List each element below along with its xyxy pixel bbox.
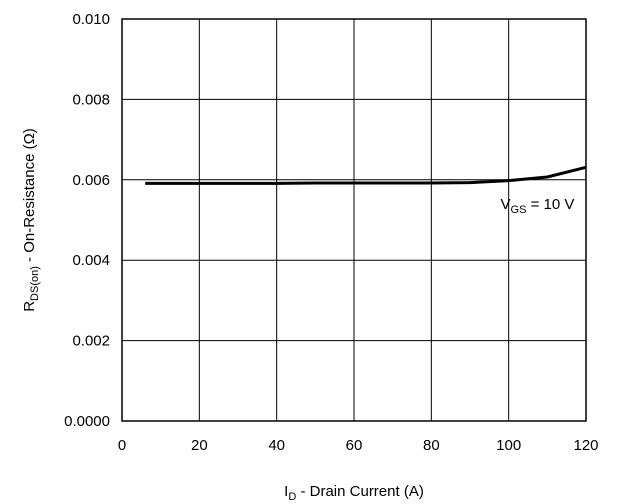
x-tick-label: 80	[423, 437, 440, 454]
series-line	[145, 165, 587, 185]
y-tick-label: 0.008	[72, 91, 110, 108]
x-tick-label: 120	[573, 437, 598, 454]
y-axis-title: RDS(on) - On-Resistance (Ω)	[21, 128, 41, 312]
plot-frame	[121, 18, 587, 422]
y-tick-label: 0.006	[72, 172, 110, 189]
y-axis-title-subscript: DS(on)	[29, 266, 41, 301]
x-axis-title-rest: - Drain Current (A)	[296, 483, 424, 500]
vgs-annotation: VGS = 10 V	[501, 196, 575, 216]
y-tick-label: 0.010	[72, 11, 110, 28]
y-tick-labels: 0.0000 0.002 0.004 0.006 0.008 0.010	[64, 11, 110, 430]
x-axis-title-main: I	[284, 483, 288, 500]
y-axis-title-main: R	[21, 301, 38, 312]
series-layer	[145, 165, 587, 185]
x-tick-labels: 0 20 40 60 80 100 120	[118, 437, 599, 454]
x-tick-label: 0	[118, 437, 126, 454]
x-axis-title: ID - Drain Current (A)	[284, 483, 424, 503]
gridlines	[122, 19, 586, 421]
x-tick-label: 20	[191, 437, 208, 454]
y-tick-label: 0.0000	[64, 413, 110, 430]
annotations: VGS = 10 V	[501, 196, 575, 216]
y-tick-label: 0.002	[72, 333, 110, 350]
y-axis-title-rest: - On-Resistance (Ω)	[21, 128, 38, 266]
x-tick-label: 40	[268, 437, 285, 454]
x-tick-label: 100	[496, 437, 521, 454]
x-axis-title-subscript: D	[288, 491, 296, 503]
x-tick-label: 60	[346, 437, 363, 454]
y-tick-label: 0.004	[72, 252, 110, 269]
